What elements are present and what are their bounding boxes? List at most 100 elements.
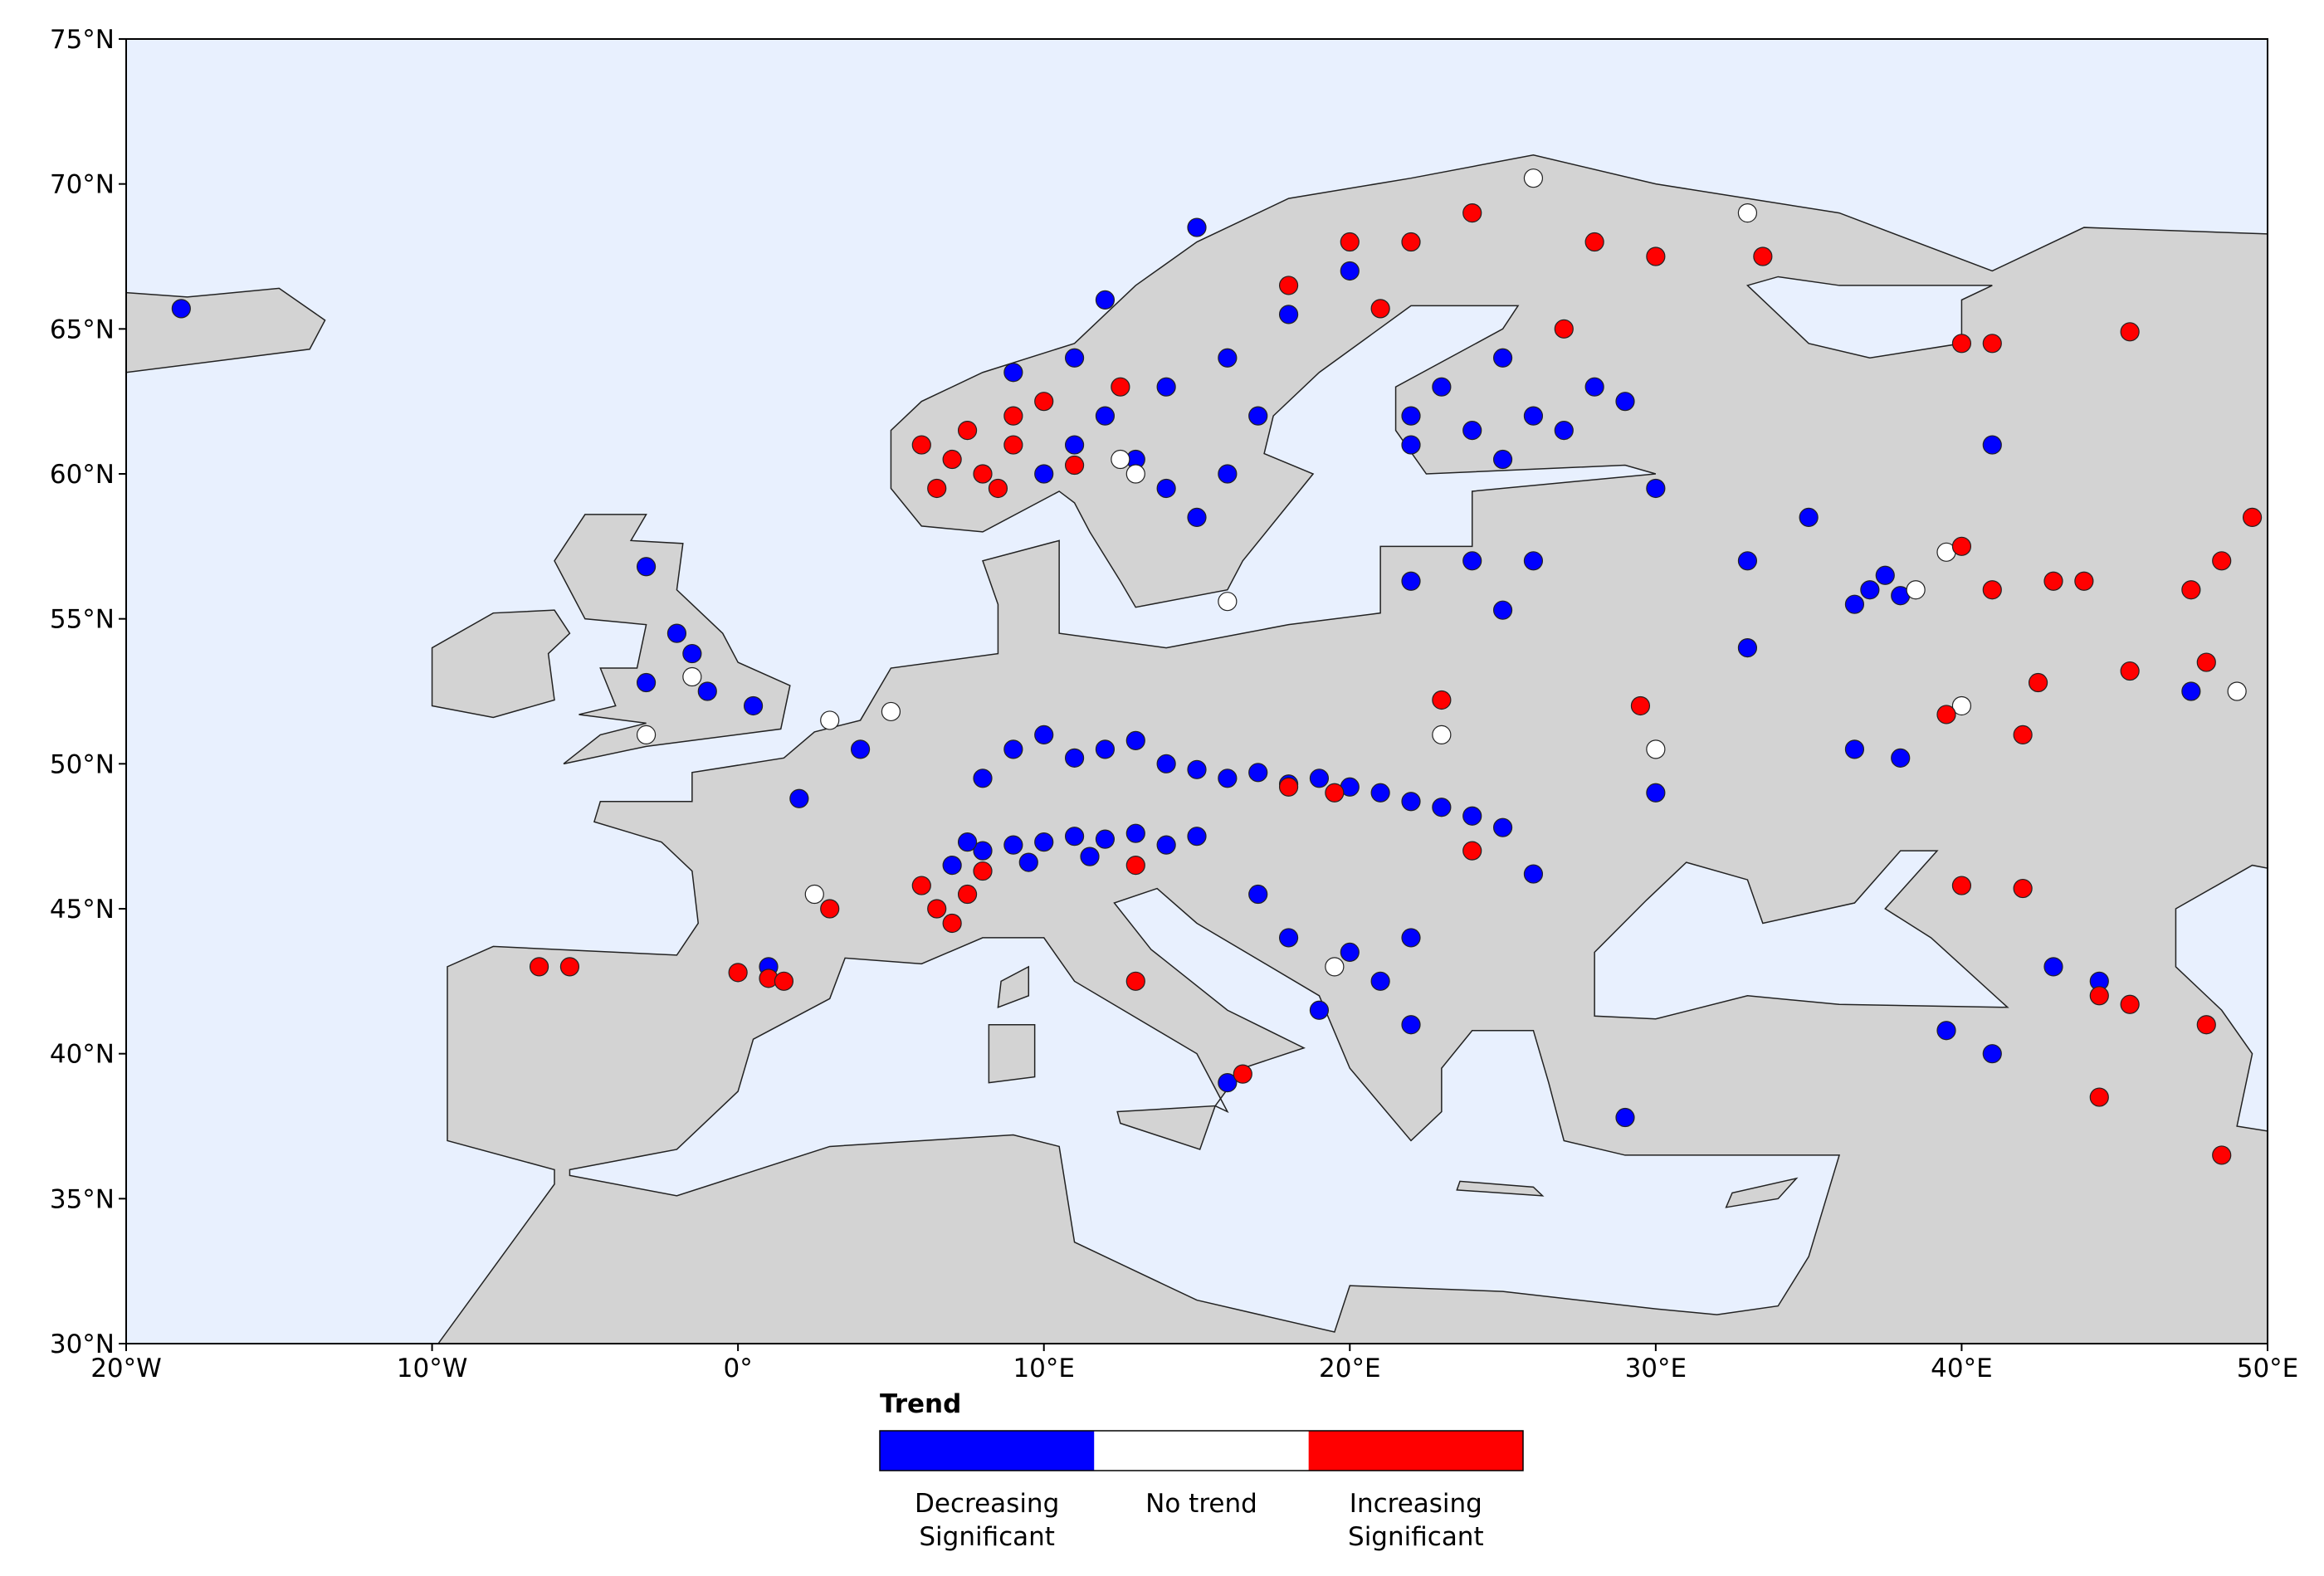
station: [682, 643, 702, 664]
station: [804, 884, 824, 905]
y-tick-label: 40°N: [50, 1040, 115, 1070]
station: [1492, 449, 1513, 470]
station: [1325, 957, 1345, 977]
station: [1248, 406, 1268, 426]
station: [2181, 681, 2201, 701]
station: [1156, 377, 1176, 397]
station: [2212, 1145, 2232, 1165]
station: [682, 666, 702, 687]
station: [636, 725, 657, 745]
legend-label: No trend: [1145, 1489, 1257, 1519]
station: [1003, 739, 1023, 759]
y-tick-label: 70°N: [50, 170, 115, 200]
station: [1906, 580, 1926, 600]
station: [1034, 832, 1054, 852]
station: [789, 788, 809, 808]
station: [1584, 377, 1604, 397]
station: [1233, 1064, 1252, 1084]
corsica: [997, 965, 1030, 1008]
station: [1462, 806, 1482, 826]
station: [942, 449, 962, 470]
station: [1278, 276, 1299, 295]
y-tick-label: 30°N: [50, 1330, 115, 1359]
land: [126, 154, 2268, 1344]
station: [1875, 565, 1895, 585]
x-tick-label: 20°W: [90, 1354, 162, 1383]
station: [973, 861, 993, 881]
station: [942, 913, 962, 934]
station: [1951, 695, 1972, 716]
legend-label: Increasing: [1350, 1489, 1482, 1519]
station: [1492, 348, 1513, 368]
station: [988, 478, 1008, 499]
station: [2212, 551, 2232, 571]
station: [1401, 928, 1421, 948]
station: [1034, 392, 1054, 412]
station: [1523, 406, 1544, 426]
y-tick-label: 45°N: [50, 895, 115, 925]
station: [1462, 841, 1482, 861]
station: [1218, 464, 1238, 484]
y-tick-label: 60°N: [50, 460, 115, 490]
station: [1936, 1021, 1956, 1041]
station: [1064, 455, 1085, 476]
station: [2120, 994, 2140, 1014]
station: [1554, 420, 1574, 441]
station: [1523, 551, 1544, 571]
station: [1401, 792, 1421, 812]
station: [1248, 884, 1268, 905]
y-tick-label: 50°N: [50, 749, 115, 779]
station: [1401, 406, 1421, 426]
station: [1218, 592, 1238, 612]
station: [1340, 232, 1360, 252]
x-tick-label: 50°E: [2237, 1354, 2299, 1383]
station: [1156, 835, 1176, 855]
station: [1278, 928, 1299, 948]
station: [1844, 594, 1865, 614]
station: [1737, 203, 1758, 223]
station: [1095, 739, 1116, 759]
station: [2074, 571, 2094, 591]
legend-label: Decreasing: [915, 1489, 1059, 1519]
station: [1646, 783, 1666, 803]
station: [1646, 739, 1666, 759]
station: [559, 957, 580, 977]
stations: [171, 168, 2263, 1165]
station: [1018, 852, 1038, 872]
x-tick-label: 10°E: [1013, 1354, 1075, 1383]
station: [2043, 571, 2063, 591]
station: [2028, 672, 2048, 693]
station: [1492, 817, 1513, 837]
station: [1737, 637, 1758, 658]
cyprus: [1725, 1177, 1799, 1208]
station: [1951, 334, 1972, 354]
station: [2089, 986, 2109, 1006]
station: [942, 855, 962, 876]
legend-frame: [879, 1430, 1524, 1471]
station: [1248, 763, 1268, 783]
station: [1432, 377, 1452, 397]
station: [1462, 203, 1482, 223]
station: [1936, 705, 1956, 725]
station: [1187, 759, 1207, 779]
x-tick-label: 40°E: [1931, 1354, 1993, 1383]
station: [911, 876, 931, 895]
station: [1462, 420, 1482, 441]
y-tick-label: 35°N: [50, 1184, 115, 1214]
station: [666, 623, 687, 643]
station: [1111, 377, 1130, 397]
station: [774, 971, 794, 991]
station: [1401, 232, 1421, 252]
station: [1278, 305, 1299, 324]
station: [2196, 652, 2216, 672]
legend-title: Trend: [880, 1389, 961, 1419]
legend-swatch: [1094, 1431, 1309, 1471]
legend-label: Significant: [1348, 1522, 1484, 1552]
station: [1982, 334, 2002, 354]
station: [743, 695, 764, 716]
station: [973, 768, 993, 788]
station: [1309, 768, 1330, 788]
station: [1156, 478, 1176, 499]
station: [1860, 580, 1880, 600]
x-tick-label: 30°E: [1625, 1354, 1687, 1383]
